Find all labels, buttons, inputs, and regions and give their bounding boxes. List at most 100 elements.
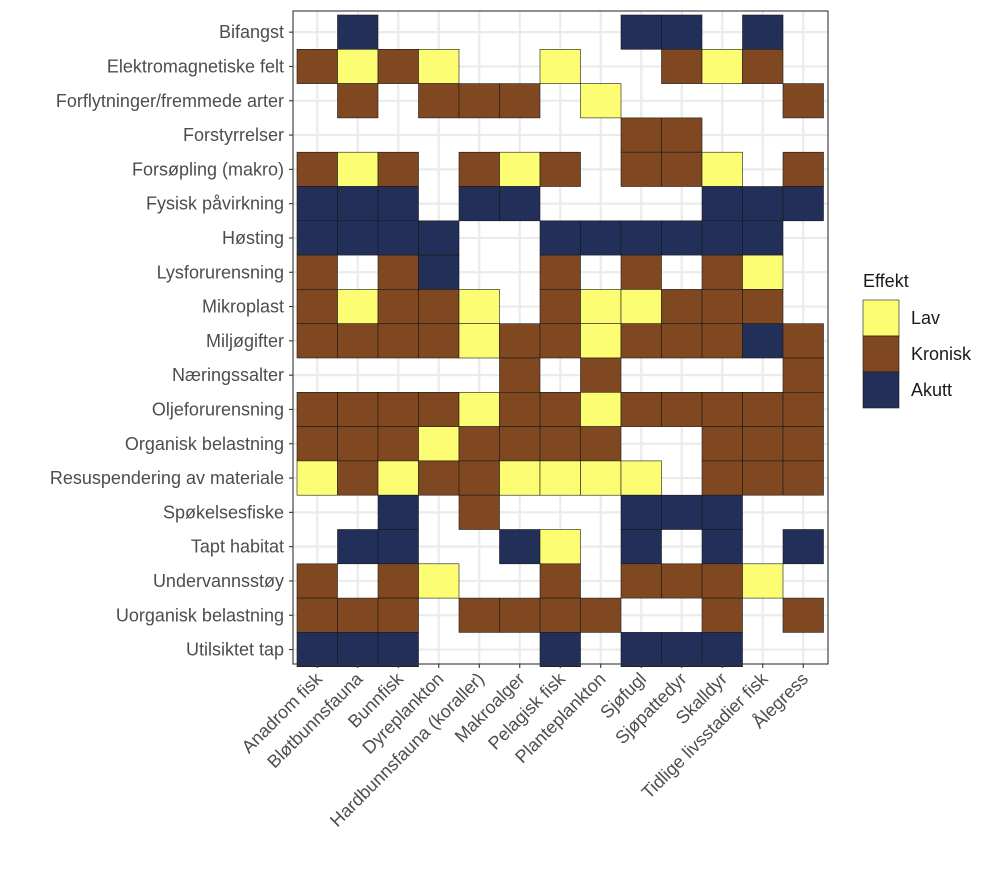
cell-resuspendering-av-materiale-anadrom-fisk <box>296 460 338 496</box>
cell-mikroplast-hardbunnsfauna-koraller <box>458 289 500 324</box>
cell-uorganisk-belastning-planteplankton <box>580 597 622 633</box>
cell-oljeforurensning-blotbunnsfauna <box>337 391 379 427</box>
cell-spokelsesfiske-hardbunnsfauna-koraller <box>458 494 500 530</box>
cell-forflytninger-fremmede-arter-blotbunnsfauna <box>337 83 379 119</box>
cell-organisk-belastning-makroalger <box>499 426 541 462</box>
cell-forflytninger-fremmede-arter-dyreplankton <box>418 83 460 119</box>
cell-forsopling-makro-pelagisk-fisk <box>539 151 581 187</box>
cell-mikroplast-pelagisk-fisk <box>539 289 581 324</box>
cell-lysforurensning-sjofugl <box>620 254 662 290</box>
cell-undervannsstoy-sjofugl <box>620 563 662 599</box>
cell-hosting-planteplankton <box>580 220 622 256</box>
cell-elektromagnetiske-felt-skalldyr <box>701 48 743 84</box>
cell-organisk-belastning-alegress <box>782 426 824 462</box>
cell-naeringssalter-makroalger <box>499 357 541 393</box>
y-tick-label: Lysforurensning <box>157 262 284 282</box>
cell-forsopling-makro-sjopattedyr <box>661 151 703 187</box>
cell-elektromagnetiske-felt-sjopattedyr <box>661 48 703 84</box>
cell-resuspendering-av-materiale-dyreplankton <box>418 460 460 496</box>
cell-mikroplast-skalldyr <box>701 289 743 324</box>
legend-label-akutt: Akutt <box>911 380 952 400</box>
cell-resuspendering-av-materiale-pelagisk-fisk <box>539 460 581 496</box>
cell-resuspendering-av-materiale-skalldyr <box>701 460 743 496</box>
y-tick-label: Elektromagnetiske felt <box>107 56 284 76</box>
cell-miljogifter-makroalger <box>499 323 541 359</box>
y-tick-label: Undervannsstøy <box>153 571 284 591</box>
cell-resuspendering-av-materiale-tidlige-livsstadier-fisk <box>742 460 784 496</box>
cell-organisk-belastning-bunnfisk <box>377 426 419 462</box>
cell-lysforurensning-anadrom-fisk <box>296 254 338 290</box>
cell-oljeforurensning-anadrom-fisk <box>296 391 338 427</box>
cell-spokelsesfiske-bunnfisk <box>377 494 419 530</box>
cell-resuspendering-av-materiale-sjofugl <box>620 460 662 496</box>
x-axis: Anadrom fiskBløtbunnsfaunaBunnfiskDyrepl… <box>238 664 812 831</box>
legend-key-kronisk <box>862 335 900 373</box>
cell-uorganisk-belastning-hardbunnsfauna-koraller <box>458 597 500 633</box>
cell-organisk-belastning-blotbunnsfauna <box>337 426 379 462</box>
cell-elektromagnetiske-felt-pelagisk-fisk <box>539 48 581 84</box>
cell-undervannsstoy-skalldyr <box>701 563 743 599</box>
cell-uorganisk-belastning-skalldyr <box>701 597 743 633</box>
cell-oljeforurensning-hardbunnsfauna-koraller <box>458 391 500 427</box>
cell-resuspendering-av-materiale-bunnfisk <box>377 460 419 496</box>
cell-hosting-sjopattedyr <box>661 220 703 256</box>
cell-uorganisk-belastning-blotbunnsfauna <box>337 597 379 633</box>
cell-undervannsstoy-bunnfisk <box>377 563 419 599</box>
cell-oljeforurensning-skalldyr <box>701 391 743 427</box>
cell-utilsiktet-tap-blotbunnsfauna <box>337 632 379 668</box>
cell-forsopling-makro-bunnfisk <box>377 151 419 187</box>
y-tick-label: Utilsiktet tap <box>186 640 284 660</box>
cell-miljogifter-skalldyr <box>701 323 743 359</box>
cell-mikroplast-sjopattedyr <box>661 289 703 324</box>
cell-undervannsstoy-dyreplankton <box>418 563 460 599</box>
cell-miljogifter-hardbunnsfauna-koraller <box>458 323 500 359</box>
cell-utilsiktet-tap-sjopattedyr <box>661 632 703 668</box>
cell-hosting-skalldyr <box>701 220 743 256</box>
cell-miljogifter-dyreplankton <box>418 323 460 359</box>
cell-lysforurensning-bunnfisk <box>377 254 419 290</box>
cell-uorganisk-belastning-pelagisk-fisk <box>539 597 581 633</box>
cell-resuspendering-av-materiale-hardbunnsfauna-koraller <box>458 460 500 496</box>
cell-lysforurensning-dyreplankton <box>418 254 460 290</box>
cell-fysisk-pavirkning-hardbunnsfauna-koraller <box>458 186 500 222</box>
cell-lysforurensning-tidlige-livsstadier-fisk <box>742 254 784 290</box>
cell-mikroplast-sjofugl <box>620 289 662 324</box>
cell-undervannsstoy-sjopattedyr <box>661 563 703 599</box>
cell-forflytninger-fremmede-arter-hardbunnsfauna-koraller <box>458 83 500 119</box>
cell-spokelsesfiske-skalldyr <box>701 494 743 530</box>
cell-utilsiktet-tap-sjofugl <box>620 632 662 668</box>
cell-oljeforurensning-tidlige-livsstadier-fisk <box>742 391 784 427</box>
y-tick-label: Forstyrrelser <box>183 125 284 145</box>
cell-mikroplast-blotbunnsfauna <box>337 289 379 324</box>
y-tick-label: Høsting <box>222 228 284 248</box>
cell-spokelsesfiske-sjofugl <box>620 494 662 530</box>
legend-key-akutt <box>862 371 900 409</box>
cell-elektromagnetiske-felt-bunnfisk <box>377 48 419 84</box>
cell-forsopling-makro-sjofugl <box>620 151 662 187</box>
cell-fysisk-pavirkning-alegress <box>782 186 824 222</box>
cell-uorganisk-belastning-alegress <box>782 597 824 633</box>
cell-oljeforurensning-alegress <box>782 391 824 427</box>
cell-oljeforurensning-makroalger <box>499 391 541 427</box>
y-tick-label: Forflytninger/fremmede arter <box>56 91 284 111</box>
cell-mikroplast-bunnfisk <box>377 289 419 324</box>
cell-uorganisk-belastning-makroalger <box>499 597 541 633</box>
cell-elektromagnetiske-felt-blotbunnsfauna <box>337 48 379 84</box>
cell-resuspendering-av-materiale-blotbunnsfauna <box>337 460 379 496</box>
y-tick-label: Uorganisk belastning <box>116 605 284 625</box>
cell-organisk-belastning-skalldyr <box>701 426 743 462</box>
cell-resuspendering-av-materiale-alegress <box>782 460 824 496</box>
cell-oljeforurensning-sjopattedyr <box>661 391 703 427</box>
cell-miljogifter-bunnfisk <box>377 323 419 359</box>
legend-key-lav <box>862 299 900 337</box>
cell-resuspendering-av-materiale-makroalger <box>499 460 541 496</box>
cell-hosting-anadrom-fisk <box>296 220 338 256</box>
cell-hosting-dyreplankton <box>418 220 460 256</box>
cell-naeringssalter-alegress <box>782 357 824 393</box>
cell-fysisk-pavirkning-blotbunnsfauna <box>337 186 379 222</box>
cell-lysforurensning-pelagisk-fisk <box>539 254 581 290</box>
cell-forsopling-makro-skalldyr <box>701 151 743 187</box>
cell-oljeforurensning-dyreplankton <box>418 391 460 427</box>
cell-undervannsstoy-anadrom-fisk <box>296 563 338 599</box>
